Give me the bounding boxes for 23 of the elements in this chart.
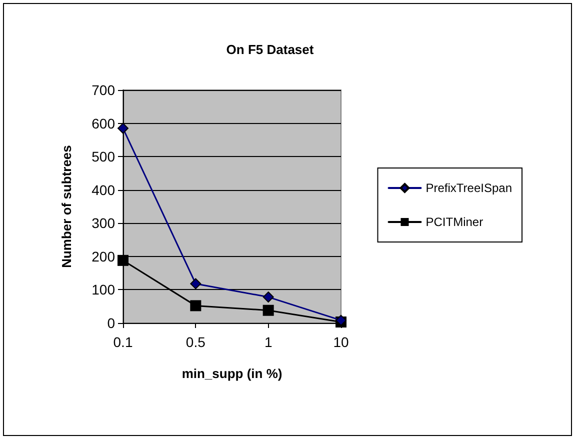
point	[118, 122, 128, 134]
chart-title: On F5 Dataset	[226, 42, 314, 57]
x-tick-label: 0.5	[186, 334, 206, 350]
point	[190, 278, 202, 290]
point	[190, 300, 202, 312]
y-tick-label: 200	[92, 248, 116, 264]
y-tick-label: 600	[92, 115, 116, 132]
y-axis-title: Number of subtrees	[59, 145, 74, 268]
y-tick-label: 0	[107, 315, 116, 331]
legend-label: PrefixTreeISpan	[426, 181, 512, 195]
y-tick-label: 500	[92, 148, 116, 165]
x-tick-label: 0.1	[113, 334, 133, 350]
y-tick-label: 400	[92, 182, 116, 198]
x-tick-label: 10	[333, 334, 349, 350]
point	[262, 292, 274, 303]
legend-label: PCITMiner	[426, 215, 484, 229]
y-tick-label: 700	[92, 82, 116, 98]
y-tick-label: 300	[92, 215, 116, 232]
y-tick-label: 100	[92, 282, 116, 298]
x-axis-title: min_supp (in %)	[182, 366, 282, 381]
x-tick-label: 1	[264, 334, 272, 350]
point	[118, 254, 128, 266]
point	[262, 304, 274, 316]
